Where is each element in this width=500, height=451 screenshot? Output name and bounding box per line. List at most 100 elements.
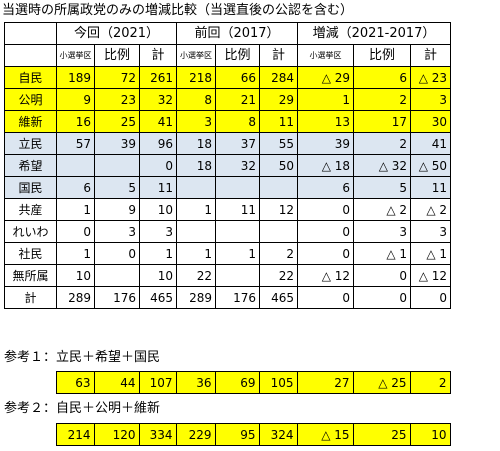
value-cell: 176	[215, 286, 260, 309]
value-cell: 1	[215, 242, 260, 265]
value-cell: 6	[56, 176, 95, 199]
value-cell: 0	[139, 154, 177, 177]
value-cell: 22	[259, 264, 298, 287]
value-cell: 39	[94, 132, 140, 155]
value-cell: 214	[55, 423, 95, 446]
value-cell: △ 2	[353, 198, 411, 221]
table-row: 計 289 176 465 289 176 465 0 0 0	[4, 286, 451, 309]
value-cell: 3	[139, 220, 177, 243]
value-cell: 5	[94, 176, 140, 199]
value-cell: 2	[353, 88, 411, 111]
value-cell	[259, 176, 298, 199]
value-cell: 334	[138, 423, 177, 446]
value-cell	[215, 264, 260, 287]
table-row: れいわ 0 3 3 0 3 3	[4, 220, 451, 243]
sub-header: 小選挙区	[297, 44, 354, 67]
value-cell: 3	[353, 220, 411, 243]
value-cell: 3	[176, 110, 216, 133]
page-title: 当選時の所属政党のみの増減比較（当選直後の公認を含む）	[2, 3, 354, 18]
value-cell: △ 29	[297, 66, 354, 89]
value-cell: △ 15	[296, 423, 354, 446]
value-cell: 18	[176, 154, 216, 177]
value-cell: 120	[93, 423, 140, 446]
value-cell: 5	[353, 176, 411, 199]
value-cell: 16	[56, 110, 95, 133]
corner-cell	[4, 44, 57, 67]
value-cell: 44	[93, 371, 140, 394]
value-cell: 229	[175, 423, 216, 446]
value-cell: 22	[176, 264, 216, 287]
table-row: 希望 0 18 32 50 △ 18 △ 32 △ 50	[4, 154, 451, 177]
value-cell: 8	[176, 88, 216, 111]
party-label: 社民	[4, 242, 57, 265]
value-cell	[94, 264, 140, 287]
value-cell: 25	[94, 110, 140, 133]
value-cell: 66	[215, 66, 260, 89]
value-cell: 37	[215, 132, 260, 155]
value-cell: 1	[56, 198, 95, 221]
sub-header: 計	[139, 44, 177, 67]
sub-header: 比例	[94, 44, 140, 67]
value-cell: 0	[353, 264, 411, 287]
value-cell: 261	[139, 66, 177, 89]
party-label: 国民	[4, 176, 57, 199]
value-cell: 17	[353, 110, 411, 133]
value-cell: 55	[259, 132, 298, 155]
value-cell: 11	[259, 110, 298, 133]
sub-header-row: 小選挙区 比例計小選挙区 比例計小選挙区 比例計	[4, 44, 451, 67]
value-cell: 3	[94, 220, 140, 243]
value-cell: 10	[409, 423, 451, 446]
value-cell	[94, 154, 140, 177]
value-cell: △ 23	[410, 66, 451, 89]
sub-header: 比例	[353, 44, 411, 67]
group-header: 今回（2021）	[56, 22, 177, 45]
value-cell: △ 1	[353, 242, 411, 265]
value-cell: 2	[259, 242, 298, 265]
value-cell: 1	[56, 242, 95, 265]
value-cell: △ 25	[352, 371, 411, 394]
value-cell: 289	[56, 286, 95, 309]
table-row: 共産 1 9 10 1 11 12 0 △ 2 △ 2	[4, 198, 451, 221]
value-cell: 25	[352, 423, 411, 446]
value-cell: 21	[215, 88, 260, 111]
value-cell: △ 1	[410, 242, 451, 265]
party-label: 自民	[4, 66, 57, 89]
value-cell: 63	[55, 371, 95, 394]
value-cell: 105	[258, 371, 298, 394]
value-cell: 11	[215, 198, 260, 221]
value-cell: 465	[139, 286, 177, 309]
table-row: 公明 9 23 32 8 21 29 1 2 3	[4, 88, 451, 111]
group-header-row: 今回（2021） 前回（2017） 増減（2021-2017）	[4, 22, 451, 45]
party-label: 公明	[4, 88, 57, 111]
value-cell: 30	[410, 110, 451, 133]
value-cell: 18	[176, 132, 216, 155]
value-cell: 0	[297, 220, 354, 243]
value-cell: 1	[139, 242, 177, 265]
empty-label-cell	[4, 424, 56, 446]
value-cell: 9	[94, 198, 140, 221]
value-cell: 3	[410, 220, 451, 243]
party-label: 共産	[4, 198, 57, 221]
value-cell: 32	[215, 154, 260, 177]
ref2-row: 214 120 334 229 95 324 △ 15 25 10	[4, 423, 451, 446]
value-cell: 57	[56, 132, 95, 155]
value-cell: △ 50	[410, 154, 451, 177]
value-cell: △ 18	[297, 154, 354, 177]
sub-header: 比例	[215, 44, 260, 67]
value-cell: 9	[56, 88, 95, 111]
value-cell	[215, 176, 260, 199]
sub-header: 計	[259, 44, 298, 67]
value-cell: △ 32	[353, 154, 411, 177]
value-cell: 218	[176, 66, 216, 89]
party-label: 計	[4, 286, 57, 309]
ref1-row: 63 44 107 36 69 105 27 △ 25 2	[4, 371, 451, 394]
value-cell: 13	[297, 110, 354, 133]
results-table: 今回（2021） 前回（2017） 増減（2021-2017） 小選挙区 比例計小選挙区…	[4, 22, 451, 309]
empty-label-cell	[4, 372, 56, 394]
value-cell: 36	[175, 371, 216, 394]
value-cell: 107	[138, 371, 177, 394]
value-cell: 0	[56, 220, 95, 243]
value-cell: 11	[139, 176, 177, 199]
value-cell: 32	[139, 88, 177, 111]
corner-cell	[4, 22, 57, 45]
